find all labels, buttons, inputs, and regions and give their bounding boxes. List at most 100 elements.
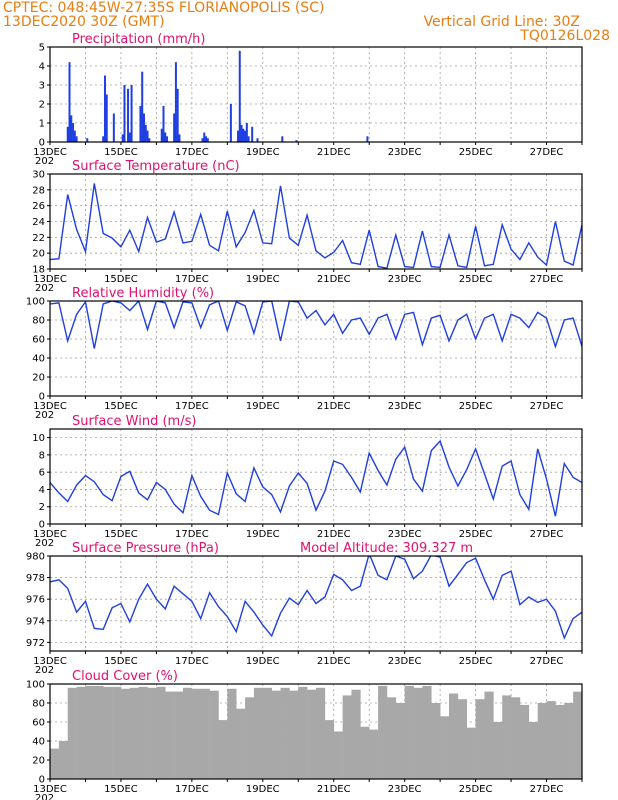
- x-tick-label: 19DEC: [246, 274, 280, 285]
- precip-bar: [229, 104, 232, 142]
- precip-bar: [238, 50, 241, 142]
- cloud-bar: [360, 726, 370, 779]
- cloud-bar: [431, 703, 441, 779]
- panel-6: 0 20 40 60 80 100 13DEC 15DEC 17DEC 19DEC 21DEC 23D…: [26, 669, 583, 800]
- cloud-bar: [555, 704, 565, 779]
- y-tick-label: 30: [32, 170, 45, 181]
- cloud-bar: [262, 687, 272, 779]
- precip-bar: [128, 132, 131, 142]
- precip-bar: [162, 105, 165, 142]
- cloud-bar: [200, 688, 210, 779]
- x-tick-label: 19DEC: [246, 147, 280, 158]
- y-tick-label: 5: [39, 43, 45, 54]
- cloud-bar: [174, 691, 184, 779]
- plot-frame: [49, 683, 583, 780]
- precip-bar: [247, 136, 250, 142]
- y-tick-label: 22: [32, 233, 45, 244]
- precip-bar: [178, 134, 181, 142]
- x-tick-label: 25DEC: [459, 656, 493, 667]
- cloud-bar: [76, 686, 86, 779]
- cloud-bar: [378, 685, 388, 779]
- precip-bar: [148, 138, 151, 142]
- year-label: 202: [35, 283, 54, 294]
- precip-bar: [366, 136, 369, 142]
- x-tick-label: 15DEC: [104, 274, 138, 285]
- precip-bar: [164, 132, 167, 142]
- x-tick-label: 15DEC: [104, 529, 138, 540]
- y-tick-label: 20: [32, 373, 45, 384]
- precip-bar: [103, 75, 106, 142]
- cloud-bar: [147, 687, 157, 779]
- precip-bar: [68, 62, 71, 143]
- cloud-bar: [50, 748, 60, 779]
- x-tick-label: 21DEC: [317, 529, 351, 540]
- cloud-bar: [227, 688, 237, 779]
- precip-bar: [141, 71, 144, 142]
- x-tick-label: 13DEC: [33, 784, 67, 795]
- x-tick-label: 13DEC: [33, 529, 67, 540]
- y-tick-label: 0: [39, 138, 45, 149]
- panel-4: 0 2 4 6 8 10 13DEC 15DEC 17DEC 19DEC 21DEC 23DEC 25D…: [32, 414, 583, 549]
- x-tick-label: 21DEC: [317, 147, 351, 158]
- cloud-bar: [466, 727, 476, 779]
- x-tick-label: 17DEC: [175, 401, 209, 412]
- precip-bar: [127, 88, 130, 142]
- precip-bar: [160, 128, 163, 142]
- cloud-bar: [316, 687, 326, 779]
- y-tick-label: 60: [32, 335, 45, 346]
- x-tick-label: 19DEC: [246, 529, 280, 540]
- precip-bar: [130, 85, 133, 142]
- x-tick-label: 23DEC: [388, 274, 422, 285]
- cloud-bar: [573, 691, 583, 779]
- x-tick-label: 23DEC: [388, 401, 422, 412]
- year-label: 202: [35, 665, 54, 676]
- x-tick-label: 17DEC: [175, 274, 209, 285]
- cloud-bar: [112, 686, 122, 779]
- y-tick-label: 978: [26, 573, 45, 584]
- cloud-bar: [289, 690, 299, 779]
- precip-bar: [166, 136, 169, 142]
- cloud-bar: [493, 722, 503, 779]
- x-tick-label: 25DEC: [459, 274, 493, 285]
- cloud-bar: [138, 686, 148, 779]
- precip-bar: [75, 136, 78, 142]
- x-tick-label: 23DEC: [388, 147, 422, 158]
- cloud-bar: [440, 716, 450, 779]
- x-tick-label: 17DEC: [175, 147, 209, 158]
- precip-bar: [242, 128, 245, 142]
- cloud-bar: [245, 697, 255, 779]
- cloud-bar: [129, 687, 139, 779]
- precip-bar: [139, 105, 142, 142]
- plot-frame: [49, 555, 583, 652]
- cloud-bar: [351, 689, 361, 779]
- y-tick-label: 10: [32, 433, 45, 444]
- precip-bar: [72, 123, 75, 142]
- y-tick-label: 28: [32, 185, 45, 196]
- x-tick-label: 15DEC: [104, 784, 138, 795]
- x-tick-label: 19DEC: [246, 784, 280, 795]
- year-label: 202: [35, 410, 54, 421]
- cloud-bar: [236, 708, 246, 779]
- series-line: [50, 183, 582, 269]
- header-grid-note: Vertical Grid Line: 30Z: [424, 14, 580, 30]
- cloud-bar: [67, 687, 77, 779]
- series-line: [50, 556, 582, 640]
- cloud-bar: [85, 685, 95, 779]
- header-code: TQ0126L028: [519, 28, 610, 44]
- x-tick-label: 27DEC: [530, 274, 564, 285]
- y-tick-label: 40: [32, 737, 45, 748]
- y-tick-label: 100: [26, 680, 45, 691]
- precip-bar: [206, 138, 209, 142]
- cloud-bar: [103, 686, 113, 779]
- cloud-bar: [519, 704, 530, 779]
- precip-bar: [146, 130, 149, 142]
- x-tick-label: 27DEC: [530, 401, 564, 412]
- cloud-bar: [218, 720, 228, 779]
- header-datetime: 13DEC2020 30Z (GMT): [3, 14, 165, 30]
- cloud-bar: [528, 722, 538, 779]
- x-tick-label: 27DEC: [530, 529, 564, 540]
- precip-bar: [295, 140, 298, 142]
- plot-frame: [49, 428, 583, 525]
- precip-bar: [245, 123, 248, 142]
- panel-3: 0 20 40 60 80 100 13DEC 15DEC 17DEC 19DEC 21DEC 23D…: [26, 286, 583, 421]
